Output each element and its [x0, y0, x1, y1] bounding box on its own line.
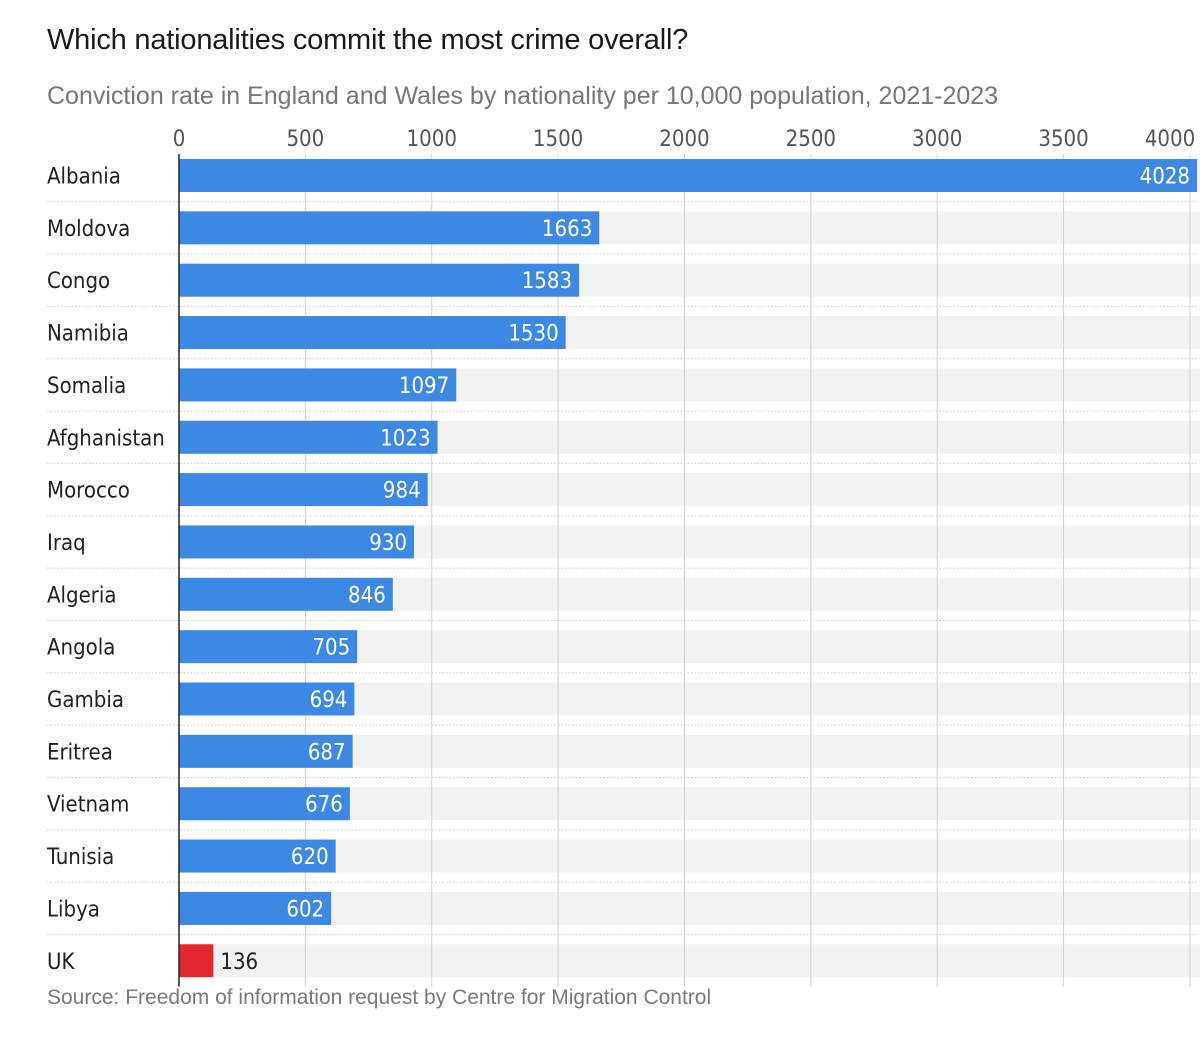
value-label: 4028: [1140, 165, 1190, 190]
category-label: Congo: [47, 269, 110, 294]
category-label: Vietnam: [47, 793, 129, 818]
category-label: Libya: [47, 897, 100, 922]
value-label: 1663: [542, 217, 592, 242]
bar: [179, 316, 566, 350]
value-label: 687: [308, 740, 346, 765]
x-tick-label: 2000: [659, 127, 709, 152]
value-label: 136: [220, 950, 258, 975]
bar: [179, 525, 415, 559]
row-background: [179, 944, 1200, 978]
value-label: 602: [286, 897, 324, 922]
x-tick-label: 3500: [1038, 127, 1088, 152]
bar: [179, 891, 332, 925]
x-tick-label: 4000: [1145, 127, 1195, 152]
x-tick-label: 0: [173, 127, 186, 152]
category-label: Namibia: [47, 322, 129, 347]
category-label: Iraq: [47, 531, 86, 556]
value-label: 1097: [399, 374, 449, 399]
bar: [179, 263, 580, 297]
bar: [179, 787, 350, 821]
chart-subtitle: Conviction rate in England and Wales by …: [47, 82, 999, 110]
x-tick-label: 3000: [912, 127, 962, 152]
bar: [179, 159, 1197, 192]
category-label: Albania: [47, 165, 121, 190]
value-label: 694: [310, 688, 348, 713]
bar: [179, 682, 355, 716]
bar: [179, 473, 428, 507]
category-label: Algeria: [47, 583, 117, 608]
chart-title: Which nationalities commit the most crim…: [47, 24, 689, 56]
x-tick-label: 2500: [786, 127, 836, 152]
bar: [179, 368, 457, 402]
x-tick-label: 1000: [407, 127, 457, 152]
value-label: 620: [291, 845, 329, 870]
value-label: 1530: [508, 322, 558, 347]
category-label: Afghanistan: [47, 426, 165, 451]
value-label: 984: [383, 479, 421, 504]
value-label: 1023: [380, 426, 430, 451]
value-label: 846: [348, 583, 386, 608]
x-tick-label: 1500: [533, 127, 583, 152]
value-label: 705: [312, 636, 350, 661]
bar: [179, 734, 353, 768]
category-label: Moldova: [47, 217, 130, 242]
row-background: [179, 891, 1200, 925]
category-label: Angola: [47, 636, 115, 661]
source-note: Source: Freedom of information request b…: [47, 986, 712, 1009]
row-background: [179, 839, 1200, 873]
category-label: Gambia: [47, 688, 124, 713]
bar: [179, 630, 358, 664]
bar: [179, 420, 438, 454]
bar: [179, 839, 336, 873]
category-label: UK: [47, 950, 75, 975]
value-label: 1583: [522, 269, 572, 294]
category-label: Eritrea: [47, 740, 113, 765]
category-label: Tunisia: [46, 845, 114, 870]
bar: [179, 211, 600, 245]
bar: [179, 577, 393, 611]
category-label: Morocco: [47, 479, 130, 504]
category-label: Somalia: [47, 374, 126, 399]
bar: [179, 944, 214, 978]
x-tick-label: 500: [286, 127, 324, 152]
value-label: 930: [369, 531, 407, 556]
value-label: 676: [305, 793, 343, 818]
